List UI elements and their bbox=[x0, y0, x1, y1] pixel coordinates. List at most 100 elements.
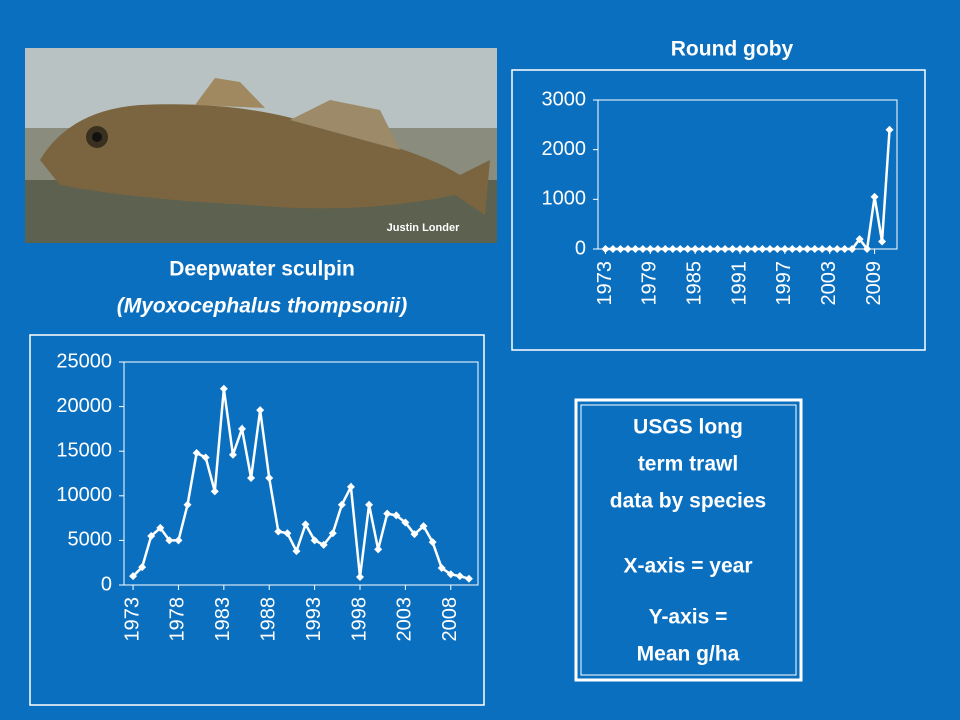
data-point bbox=[419, 522, 428, 531]
data-point bbox=[219, 384, 228, 393]
y-tick-label: 3000 bbox=[542, 88, 587, 110]
data-point bbox=[713, 245, 722, 253]
data-point bbox=[328, 529, 337, 538]
goby-frame bbox=[511, 69, 926, 351]
data-point bbox=[283, 529, 292, 538]
data-point bbox=[319, 540, 328, 549]
sculpin-frame bbox=[29, 334, 485, 706]
data-point bbox=[601, 245, 610, 253]
data-point bbox=[803, 245, 812, 253]
data-point bbox=[721, 245, 730, 253]
y-tick-label: 0 bbox=[101, 573, 112, 595]
data-point bbox=[228, 450, 237, 459]
fish-photo: Justin Londer bbox=[25, 48, 497, 243]
data-point bbox=[878, 237, 887, 246]
data-point bbox=[410, 530, 419, 539]
data-point bbox=[638, 245, 647, 253]
data-point bbox=[274, 527, 283, 536]
data-point bbox=[383, 509, 392, 518]
data-point bbox=[247, 473, 256, 482]
photo-credit: Justin Londer bbox=[387, 222, 460, 234]
data-point bbox=[256, 406, 265, 415]
y-tick-label: 10000 bbox=[56, 484, 112, 506]
x-tick-label: 1997 bbox=[773, 261, 795, 306]
data-point bbox=[668, 245, 677, 253]
x-tick-label: 1978 bbox=[167, 597, 189, 642]
data-point bbox=[870, 192, 879, 201]
data-point bbox=[623, 245, 632, 253]
data-point bbox=[374, 545, 383, 554]
data-point bbox=[337, 500, 346, 509]
y-tick-label: 1000 bbox=[542, 188, 587, 210]
y-tick-label: 5000 bbox=[68, 529, 113, 551]
x-tick-label: 1973 bbox=[121, 597, 143, 642]
data-point bbox=[265, 473, 274, 482]
data-point bbox=[728, 245, 737, 253]
data-point bbox=[825, 245, 834, 253]
data-point bbox=[706, 245, 715, 253]
data-point bbox=[401, 518, 410, 527]
data-point bbox=[810, 245, 819, 253]
x-tick-label: 1983 bbox=[212, 597, 234, 642]
data-point bbox=[863, 245, 872, 253]
x-tick-label: 1993 bbox=[303, 597, 325, 642]
data-point bbox=[743, 245, 752, 253]
x-tick-label: 2009 bbox=[863, 261, 885, 306]
x-tick-label: 2003 bbox=[818, 261, 840, 306]
y-tick-label: 0 bbox=[575, 237, 586, 259]
info-line: data by species bbox=[610, 490, 766, 513]
data-point bbox=[773, 245, 782, 253]
y-tick-label: 2000 bbox=[542, 138, 587, 160]
data-point bbox=[795, 245, 804, 253]
data-point bbox=[346, 482, 355, 491]
x-tick-label: 1979 bbox=[639, 261, 661, 306]
data-point bbox=[165, 536, 174, 545]
data-point bbox=[174, 536, 183, 545]
data-point bbox=[183, 500, 192, 509]
info-line: Mean g/ha bbox=[637, 643, 740, 666]
data-point bbox=[840, 245, 849, 253]
data-point bbox=[683, 245, 692, 253]
data-point bbox=[691, 245, 700, 253]
data-point bbox=[147, 531, 156, 540]
x-tick-label: 1985 bbox=[683, 261, 705, 306]
x-tick-label: 1973 bbox=[594, 261, 616, 306]
data-point bbox=[437, 564, 446, 573]
caption-latin: (Myoxocephalus thompsonii) bbox=[117, 295, 408, 318]
data-point bbox=[885, 125, 894, 134]
data-point bbox=[428, 538, 437, 547]
data-point bbox=[138, 563, 147, 572]
data-point bbox=[698, 245, 707, 253]
plot-area bbox=[123, 361, 479, 586]
info-line: USGS long bbox=[633, 416, 743, 439]
data-point bbox=[833, 245, 842, 253]
data-point bbox=[129, 572, 138, 581]
data-point bbox=[446, 570, 455, 579]
data-point bbox=[392, 511, 401, 520]
data-point bbox=[818, 245, 827, 253]
data-point bbox=[661, 245, 670, 253]
data-point bbox=[455, 572, 464, 581]
x-tick-label: 1991 bbox=[728, 261, 750, 306]
y-tick-label: 25000 bbox=[56, 350, 112, 372]
caption-common: Deepwater sculpin bbox=[169, 258, 355, 281]
x-tick-label: 2003 bbox=[394, 597, 416, 642]
x-tick-label: 1988 bbox=[258, 597, 280, 642]
y-tick-label: 20000 bbox=[56, 395, 112, 417]
data-point bbox=[310, 536, 319, 545]
data-point bbox=[646, 245, 655, 253]
info-box: USGS long term trawl data by species X-a… bbox=[574, 398, 803, 682]
data-point bbox=[848, 245, 857, 253]
data-point bbox=[676, 245, 685, 253]
data-point bbox=[156, 523, 165, 532]
data-point bbox=[855, 235, 864, 244]
y-tick-label: 15000 bbox=[56, 439, 112, 461]
data-point bbox=[238, 424, 246, 433]
info-line: term trawl bbox=[638, 453, 738, 476]
data-point bbox=[365, 500, 374, 509]
data-point bbox=[758, 245, 767, 253]
x-tick-label: 1998 bbox=[348, 597, 370, 642]
data-point bbox=[464, 574, 473, 583]
data-point bbox=[780, 245, 789, 253]
